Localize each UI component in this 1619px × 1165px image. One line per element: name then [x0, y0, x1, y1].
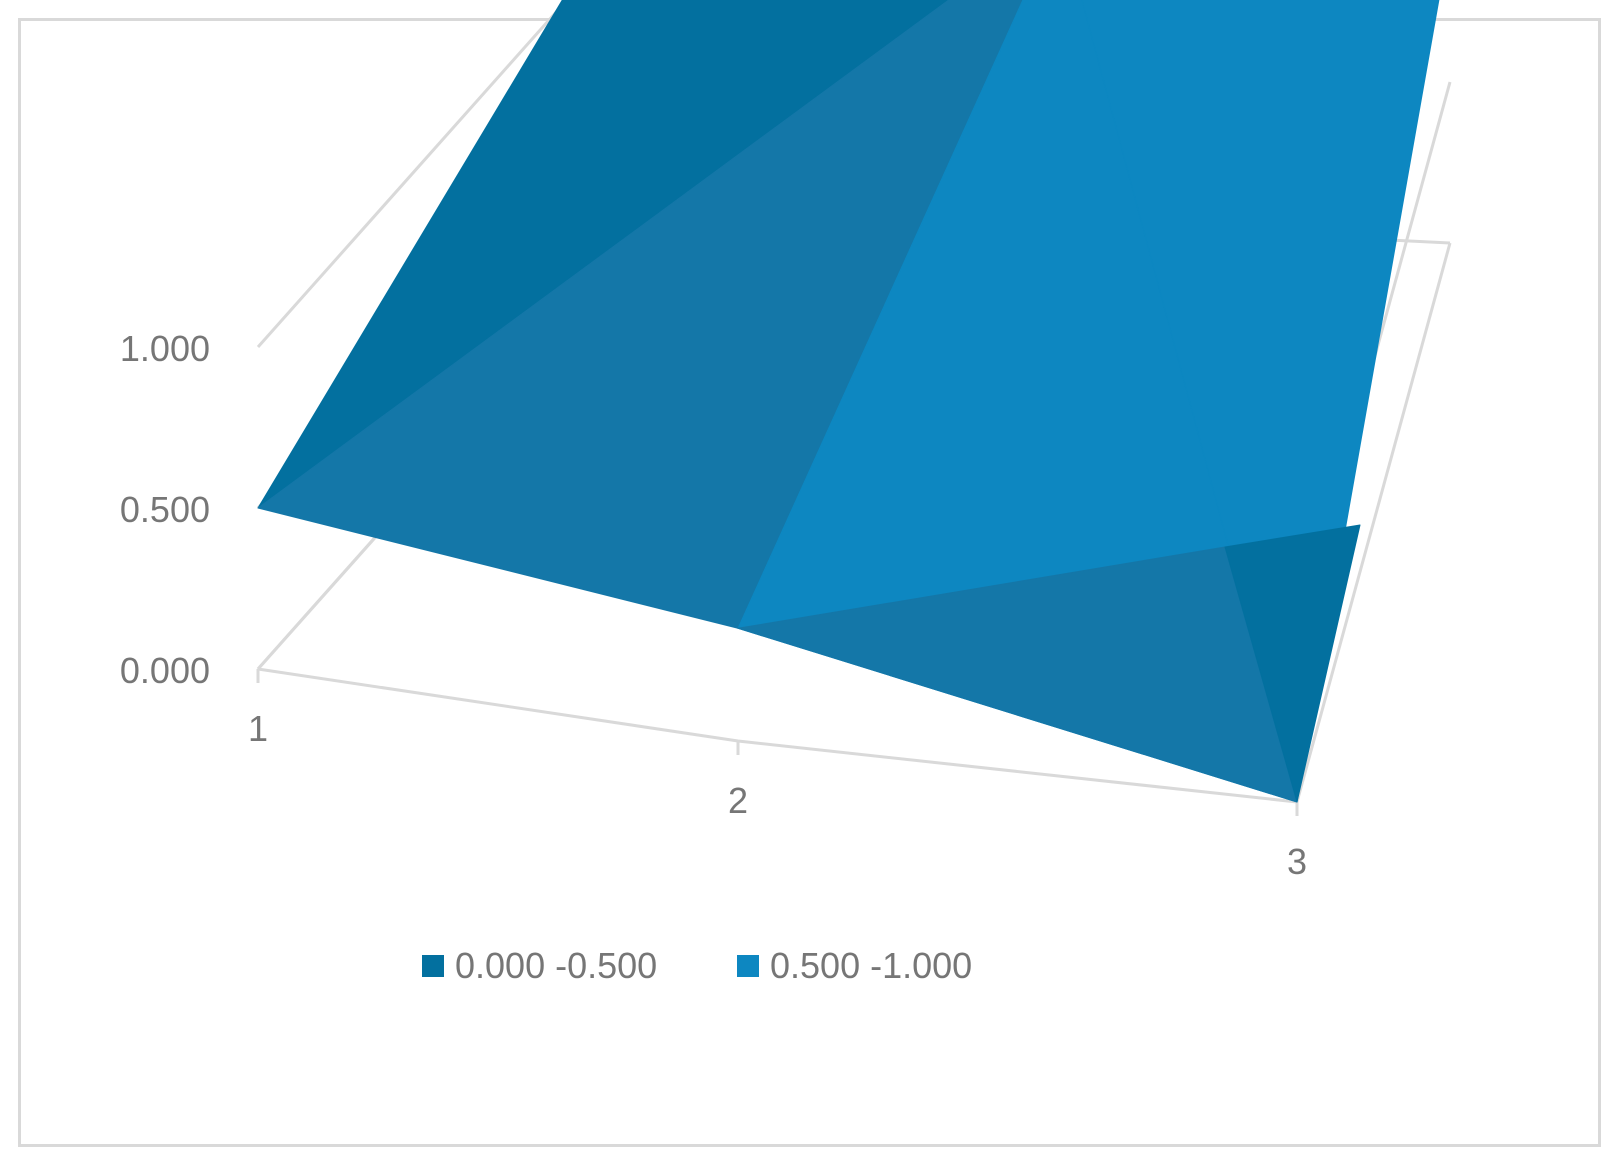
axis-labels: 0.000 0.500 1.000 1 2 3 [120, 328, 1307, 882]
legend-swatch [422, 955, 444, 977]
legend: 0.000 -0.500 0.500 -1.000 [422, 945, 972, 986]
value-gridline-right [1295, 242, 1452, 803]
surface-facet-4 [1081, 0, 1440, 803]
x-tick-label: 2 [728, 780, 748, 821]
value-gridline [256, 0, 569, 348]
surface-facet-low-2 [1224, 524, 1361, 803]
legend-swatch [737, 955, 759, 977]
x-tick-label: 1 [248, 708, 268, 749]
legend-label: 0.000 -0.500 [455, 945, 657, 986]
y-tick-label: 0.500 [120, 489, 210, 530]
legend-label: 0.500 -1.000 [770, 945, 972, 986]
x-tick-label: 3 [1287, 841, 1307, 882]
y-tick-label: 0.000 [120, 650, 210, 691]
surface-plot [257, 0, 1440, 803]
y-tick-label: 1.000 [120, 328, 210, 369]
